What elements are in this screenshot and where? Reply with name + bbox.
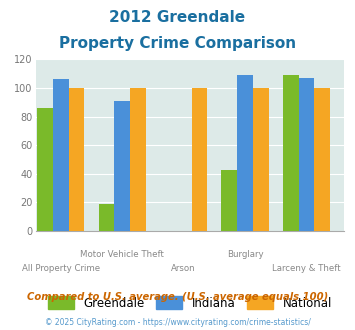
- Text: Burglary: Burglary: [227, 250, 263, 259]
- Text: All Property Crime: All Property Crime: [22, 264, 100, 273]
- Bar: [222, 170, 237, 231]
- Legend: Greendale, Indiana, National: Greendale, Indiana, National: [43, 291, 337, 314]
- Bar: [299, 78, 315, 231]
- Bar: [53, 80, 69, 231]
- Text: Compared to U.S. average. (U.S. average equals 100): Compared to U.S. average. (U.S. average …: [27, 292, 328, 302]
- Bar: [253, 88, 269, 231]
- Bar: [283, 75, 299, 231]
- Bar: [191, 88, 207, 231]
- Bar: [237, 75, 253, 231]
- Text: 2012 Greendale: 2012 Greendale: [109, 10, 246, 25]
- Text: Arson: Arson: [171, 264, 196, 273]
- Bar: [130, 88, 146, 231]
- Text: Motor Vehicle Theft: Motor Vehicle Theft: [80, 250, 164, 259]
- Bar: [315, 88, 330, 231]
- Bar: [114, 101, 130, 231]
- Bar: [99, 204, 114, 231]
- Text: © 2025 CityRating.com - https://www.cityrating.com/crime-statistics/: © 2025 CityRating.com - https://www.city…: [45, 318, 310, 327]
- Text: Property Crime Comparison: Property Crime Comparison: [59, 36, 296, 51]
- Bar: [37, 108, 53, 231]
- Bar: [69, 88, 84, 231]
- Text: Larceny & Theft: Larceny & Theft: [272, 264, 341, 273]
